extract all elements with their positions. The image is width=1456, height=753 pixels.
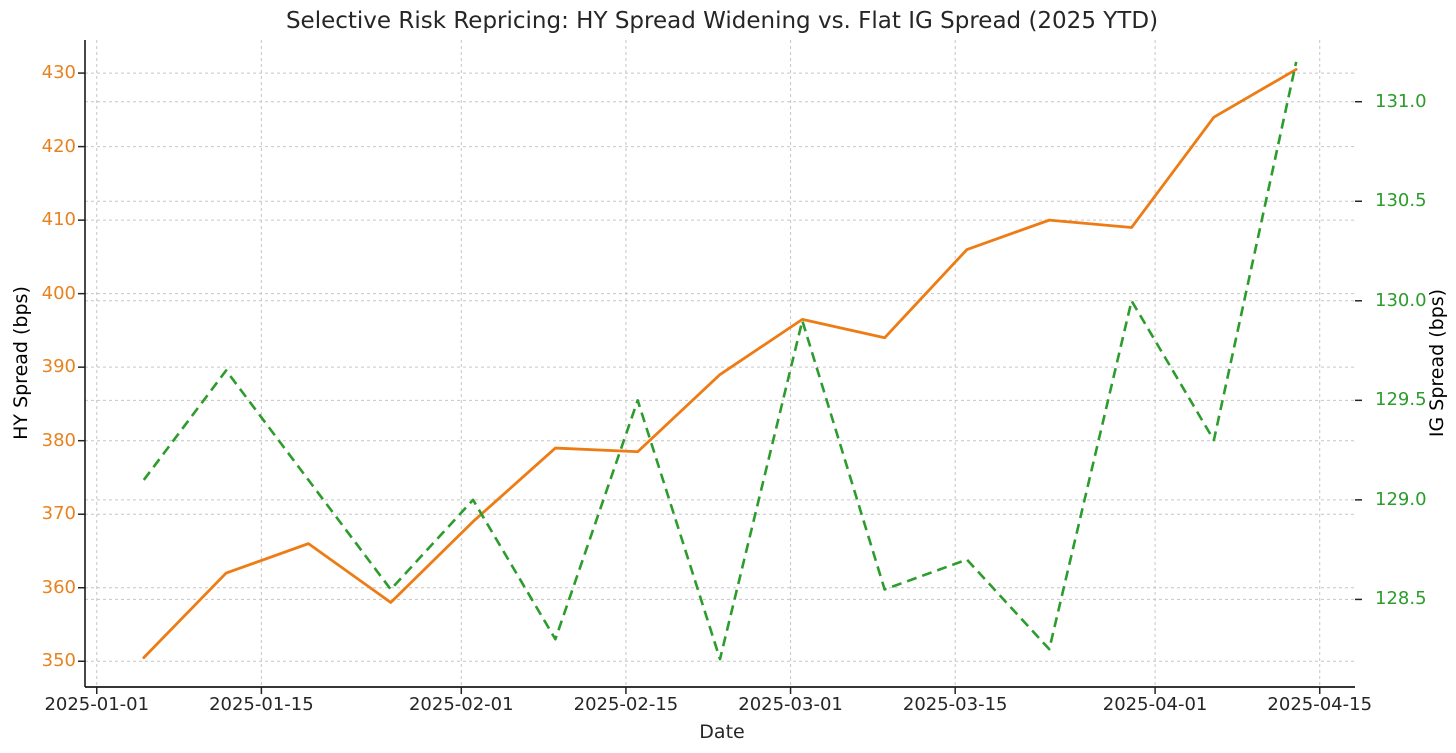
x-tick-label: 2025-04-01	[1102, 694, 1208, 715]
y-tick-label-right: 130.0	[1375, 289, 1427, 311]
y-tick-label-right: 129.5	[1375, 389, 1427, 411]
x-tick-label: 2025-04-15	[1267, 694, 1373, 715]
y-tick-label-left: 370	[41, 503, 76, 525]
y-tick-label-left: 360	[41, 576, 76, 598]
y-axis-label-left: HY Spread (bps)	[10, 286, 32, 440]
x-axis-label: Date	[699, 721, 745, 743]
y-tick-label-right: 130.5	[1375, 190, 1427, 212]
x-tick-label: 2025-03-01	[738, 694, 843, 715]
y-tick-label-left: 410	[41, 209, 76, 231]
chart-title: Selective Risk Repricing: HY Spread Wide…	[285, 8, 1159, 34]
x-tick-label: 2025-03-15	[902, 694, 1008, 715]
x-tick-label: 2025-02-01	[408, 694, 514, 715]
y-tick-label-left: 390	[41, 356, 76, 378]
y-tick-label-left: 420	[41, 135, 76, 157]
ig-spread-line	[142, 61, 1298, 661]
x-tick-label: 2025-02-15	[573, 694, 679, 715]
y-axis-label-right: IG Spread (bps)	[1426, 288, 1448, 438]
y-tick-label-left: 380	[41, 429, 76, 451]
y-tick-label-left: 430	[41, 62, 76, 84]
y-tick-label-left: 400	[41, 282, 76, 304]
y-tick-label-left: 350	[41, 650, 76, 672]
x-tick-label: 2025-01-01	[44, 694, 150, 715]
y-tick-label-right: 129.0	[1375, 488, 1427, 510]
hy-spread-line	[142, 68, 1298, 659]
y-tick-label-right: 131.0	[1375, 90, 1427, 112]
x-tick-label: 2025-01-15	[209, 694, 314, 715]
y-tick-label-right: 128.5	[1375, 588, 1427, 610]
